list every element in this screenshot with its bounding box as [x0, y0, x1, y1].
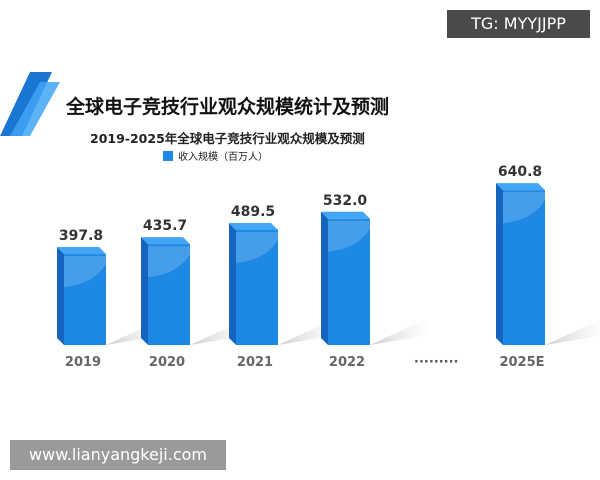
bar-side [321, 211, 328, 345]
bar-highlight [328, 220, 370, 252]
value-label: 640.8 [498, 164, 542, 180]
bar-highlight [148, 246, 190, 278]
x-tick-label: 2021 [237, 355, 273, 370]
bar-top [321, 211, 370, 219]
value-label: 435.7 [143, 218, 187, 234]
bar [328, 218, 370, 345]
value-label: 489.5 [231, 204, 275, 220]
x-tick-label: 2020 [149, 355, 185, 370]
x-tick-label: 2025E [499, 355, 544, 370]
bar-highlight [64, 256, 106, 288]
bar [236, 229, 278, 345]
gap-marker: ········· [414, 355, 459, 370]
value-label: 397.8 [59, 228, 103, 244]
bar-top [57, 247, 106, 255]
bar-shadow [370, 320, 430, 345]
bar-side [496, 183, 503, 345]
bar-highlight [236, 231, 278, 263]
legend-swatch [163, 150, 173, 161]
bar-side [229, 222, 236, 345]
legend: 收入规模（百万人） [163, 148, 268, 163]
bar-top [229, 222, 278, 230]
x-tick-label: 2019 [65, 355, 101, 370]
page-title: 全球电子竞技行业观众规模统计及预测 [66, 96, 390, 118]
bar [148, 244, 190, 345]
legend-label: 收入规模（百万人） [178, 152, 268, 163]
bar-side [57, 247, 64, 345]
x-tick-label: 2022 [329, 355, 365, 370]
bar [64, 254, 106, 345]
bar-highlight [503, 192, 545, 224]
watermark-top: TG: MYYJJPP [447, 10, 590, 38]
value-label: 532.0 [323, 193, 368, 209]
bar-top [141, 237, 190, 245]
watermark-bottom: www.lianyangkeji.com [10, 440, 226, 470]
bar-top [496, 183, 545, 191]
bar-shadow [545, 320, 600, 345]
chart-title: 2019-2025年全球电子竞技行业观众规模及预测 [90, 131, 365, 146]
logo-icon [0, 72, 60, 136]
bar-side [141, 237, 148, 345]
bar [503, 190, 545, 345]
